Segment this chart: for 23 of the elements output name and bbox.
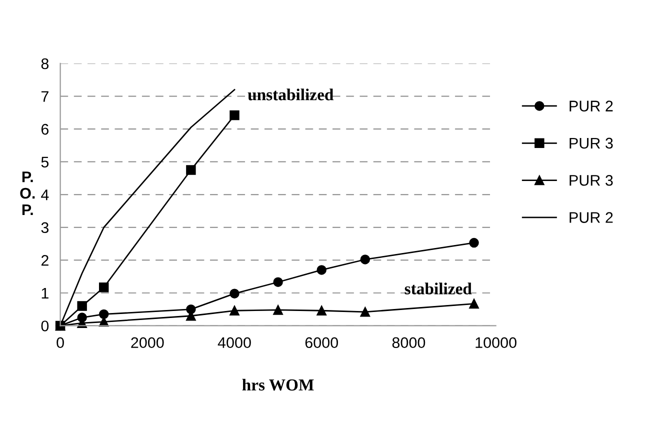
y-tick-label: 6 xyxy=(41,124,49,135)
y-tick-label: 1 xyxy=(42,288,48,298)
annotation: unstabilized xyxy=(248,88,334,100)
y-tick-label: 7 xyxy=(41,91,48,102)
y-tick-label: 5 xyxy=(41,156,49,168)
y-tick-label: 3 xyxy=(41,222,49,234)
annotation: stabilized xyxy=(404,282,472,294)
legend-label: PUR 3 xyxy=(570,138,613,149)
y-tick-label: 8 xyxy=(41,58,49,70)
x-tick-label: 6000 xyxy=(305,337,338,348)
y-tick-label: 0 xyxy=(41,320,49,332)
legend-label: PUR 2 xyxy=(570,100,613,112)
x-axis-title: hrs WOM xyxy=(242,378,314,391)
y-tick-label: 2 xyxy=(41,255,48,266)
y-axis-title: P. O. P. xyxy=(20,172,35,215)
y-tick-label: 4 xyxy=(41,190,49,200)
x-tick-label: 2000 xyxy=(131,337,164,348)
legend-label: PUR 3 xyxy=(570,174,613,186)
x-tick-label: 0 xyxy=(56,337,64,348)
x-tick-label: 8000 xyxy=(392,337,426,348)
x-tick-label: 4000 xyxy=(218,337,251,348)
x-tick-label: 10000 xyxy=(476,337,516,348)
legend-label: PUR 2 xyxy=(570,212,613,223)
